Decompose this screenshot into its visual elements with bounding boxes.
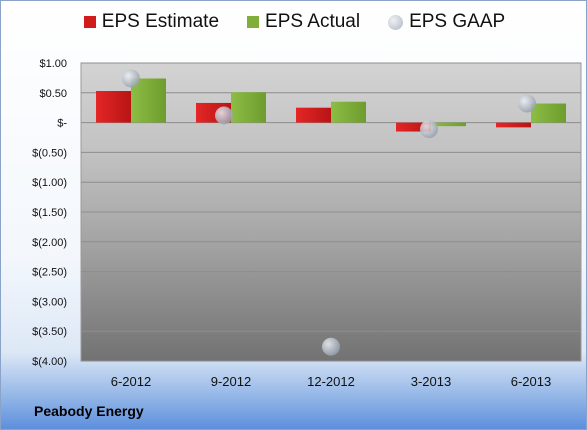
bar-eps-estimate <box>496 122 531 128</box>
y-tick-label: $- <box>57 118 67 130</box>
bar-eps-estimate <box>396 122 431 132</box>
bar-eps-actual <box>531 103 566 123</box>
marker-eps-gaap <box>322 337 340 356</box>
marker-eps-gaap <box>420 120 438 139</box>
legend-swatch-estimate <box>83 16 96 28</box>
y-tick-label: $1.00 <box>39 58 67 70</box>
bar-eps-actual <box>231 92 266 123</box>
legend-label-estimate: EPS Estimate <box>101 11 220 32</box>
legend-swatch-actual <box>247 16 260 28</box>
x-tick-label: 6-2012 <box>111 374 151 389</box>
marker-eps-gaap <box>518 94 536 113</box>
y-tick-label: $(1.50) <box>32 207 67 219</box>
x-tick-label: 9-2012 <box>211 374 251 389</box>
bar-eps-actual <box>431 122 466 127</box>
x-tick-label: 12-2012 <box>307 374 355 389</box>
marker-eps-gaap <box>122 69 140 88</box>
bar-eps-estimate <box>296 107 331 123</box>
legend-item-eps-estimate: EPS Estimate <box>83 11 220 33</box>
chart-legend: EPS Estimate EPS Actual EPS GAAP <box>1 11 586 33</box>
legend-label-actual: EPS Actual <box>265 11 361 32</box>
y-tick-label: $(1.00) <box>32 177 67 189</box>
y-tick-label: $(2.00) <box>32 237 67 249</box>
y-tick-label: $(2.50) <box>32 267 67 279</box>
y-tick-label: $(4.00) <box>32 356 67 368</box>
y-tick-label: $(0.50) <box>32 147 67 159</box>
y-tick-label: $(3.00) <box>32 296 67 308</box>
legend-item-eps-gaap: EPS GAAP <box>388 11 505 33</box>
y-tick-label: $0.50 <box>39 88 67 100</box>
bar-eps-actual <box>331 101 366 123</box>
company-label: Peabody Energy <box>34 403 144 419</box>
legend-swatch-gaap <box>388 14 404 30</box>
marker-eps-gaap <box>215 106 233 125</box>
bar-eps-estimate <box>96 91 131 123</box>
x-tick-label: 3-2013 <box>411 374 451 389</box>
y-tick-label: $(3.50) <box>32 326 67 338</box>
bar-eps-actual <box>131 78 166 123</box>
legend-label-gaap: EPS GAAP <box>409 11 506 32</box>
legend-item-eps-actual: EPS Actual <box>247 11 360 33</box>
x-tick-label: 6-2013 <box>511 374 551 389</box>
